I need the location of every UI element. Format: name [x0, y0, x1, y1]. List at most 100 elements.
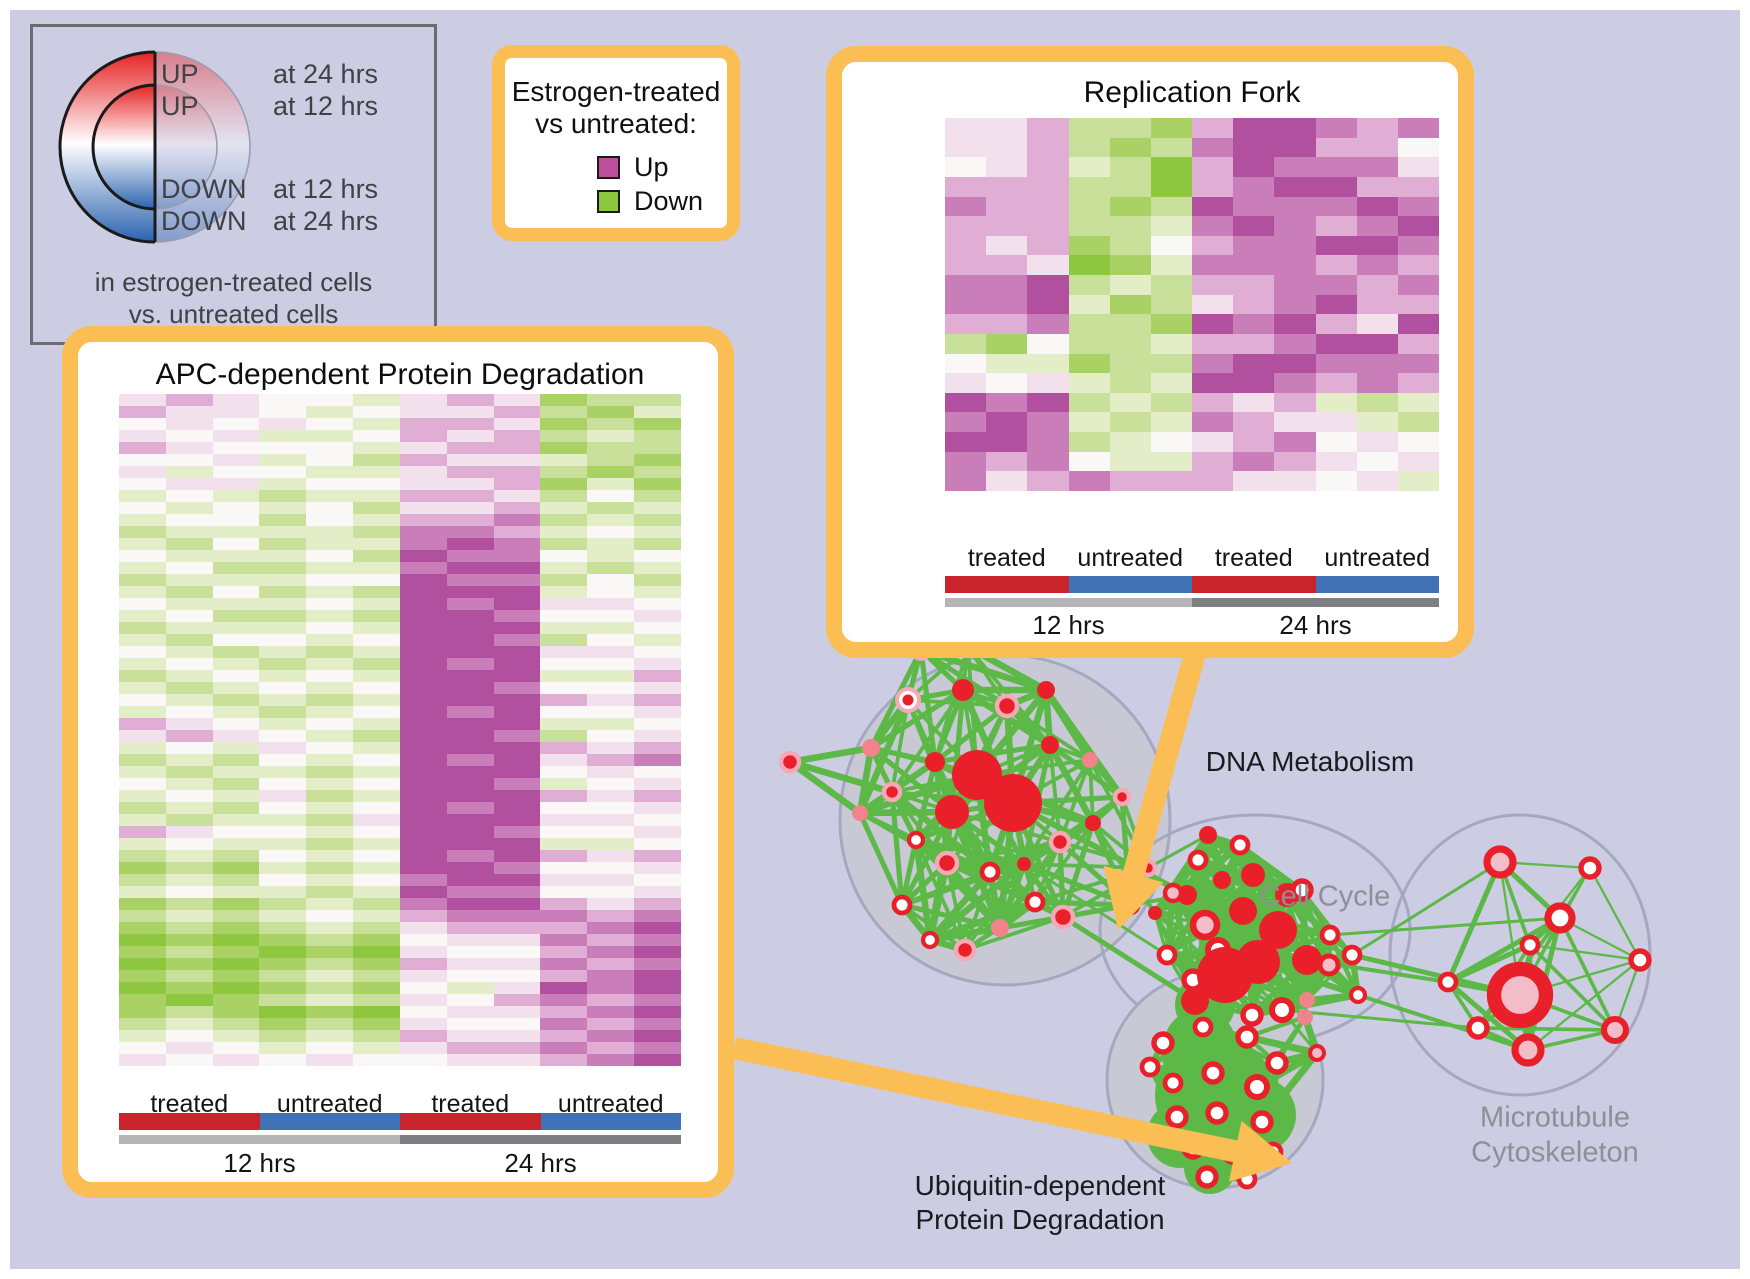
heatmap-cell [634, 418, 681, 430]
ring-row-dir: DOWN [161, 206, 247, 236]
heatmap-cell [986, 176, 1028, 197]
replication-group-labels: treated untreated treated untreated [945, 544, 1439, 573]
heatmap-cell [212, 586, 260, 598]
heatmap-row [119, 658, 681, 670]
heatmap-cell [540, 1006, 588, 1018]
heatmap-cell [446, 478, 494, 490]
heatmap-cell [540, 526, 588, 538]
heatmap-cell [119, 610, 166, 622]
heatmap-cell [399, 562, 447, 574]
heatmap-cell [399, 586, 447, 598]
label-12hrs: 12 hrs [1032, 610, 1105, 640]
network-edge [1446, 980, 1530, 1052]
heatmap-cell [493, 682, 541, 694]
heatmap-cell [212, 430, 260, 442]
untreated-bar [1068, 576, 1192, 593]
heatmap-cell [945, 235, 987, 256]
heatmap-cell [119, 586, 166, 598]
network-edge [789, 758, 893, 796]
network-edge [1588, 867, 1642, 961]
heatmap-cell [587, 562, 635, 574]
heatmap-cell [353, 598, 400, 610]
heatmap-cell [119, 634, 166, 646]
heatmap-cell [540, 490, 588, 502]
heatmap-cell [1068, 471, 1110, 491]
heatmap-cell [259, 814, 307, 826]
heatmap-cell [399, 742, 447, 754]
heatmap-cell [446, 730, 494, 742]
heatmap-row [945, 255, 1440, 275]
heatmap-cell [1027, 412, 1069, 432]
network-node [1262, 1141, 1284, 1163]
network-edge [919, 647, 1009, 709]
heatmap-row [119, 1054, 681, 1066]
heatmap-cell [634, 730, 681, 742]
heatmap-cell [119, 1054, 166, 1066]
heatmap-cell [399, 730, 447, 742]
heatmap-cell [540, 574, 588, 586]
heatmap-cell [493, 406, 541, 418]
heatmap-cell [1150, 353, 1193, 374]
heatmap-cell [1274, 118, 1316, 138]
heatmap-cell [399, 406, 447, 418]
heatmap-row [119, 1030, 681, 1042]
heatmap-cell [540, 718, 588, 730]
heatmap-cell [986, 157, 1028, 177]
network-edge [1061, 914, 1197, 1004]
heatmap-cell [259, 1030, 307, 1042]
heatmap-cell [212, 610, 260, 622]
heatmap-row [119, 526, 681, 538]
heatmap-cell [587, 718, 635, 730]
heatmap-cell [259, 418, 307, 430]
heatmap-cell [259, 886, 307, 898]
network-edge [1477, 1026, 1616, 1032]
network-node [1050, 904, 1076, 930]
heatmap-cell [986, 196, 1028, 217]
heatmap-cell [1233, 392, 1275, 413]
heatmap-cell [446, 778, 494, 790]
heatmap-cell [1027, 255, 1069, 275]
heatmap-cell [446, 502, 494, 514]
heatmap-cell [1192, 471, 1234, 491]
heatmap-cell [587, 514, 635, 526]
heatmap-cell [1109, 255, 1151, 275]
heatmap-cell [399, 622, 447, 634]
heatmap-cell [165, 442, 213, 454]
heatmap-cell [446, 610, 494, 622]
heatmap-cell [1068, 255, 1110, 275]
heatmap-cell [306, 526, 354, 538]
heatmap-cell [399, 646, 447, 658]
network-node [1162, 882, 1184, 904]
heatmap-cell [587, 406, 635, 418]
heatmap-cell [1233, 255, 1275, 275]
heatmap-cell [446, 670, 494, 682]
heatmap-cell [212, 862, 260, 874]
label-line: DNA Metabolism [1205, 745, 1415, 777]
heatmap-cell [1150, 314, 1193, 334]
heatmap-cell [493, 838, 541, 850]
heatmap-row [119, 406, 681, 418]
heatmap-row [945, 432, 1440, 452]
heatmap-cell [165, 406, 213, 418]
group-label-untreated: untreated [1077, 544, 1184, 572]
heatmap-cell [306, 838, 354, 850]
heatmap-cell [165, 802, 213, 814]
heatmap-cell [986, 314, 1028, 334]
network-node [1290, 878, 1314, 902]
heatmap-row [119, 550, 681, 562]
heatmap-cell [306, 766, 354, 778]
heatmap-cell [353, 406, 400, 418]
network-edge [963, 871, 992, 951]
heatmap-cell [1192, 235, 1234, 256]
heatmap-cell [399, 766, 447, 778]
heatmap-cell [1192, 294, 1234, 315]
network-node [1236, 1168, 1258, 1190]
heatmap-cell [493, 706, 541, 718]
heatmap-cell [1068, 353, 1110, 374]
heatmap-cell [634, 886, 681, 898]
heatmap-cell [1356, 373, 1398, 393]
heatmap-cell [399, 838, 447, 850]
heatmap-cell [493, 574, 541, 586]
heatmap-cell [493, 910, 541, 922]
network-node [906, 830, 926, 850]
